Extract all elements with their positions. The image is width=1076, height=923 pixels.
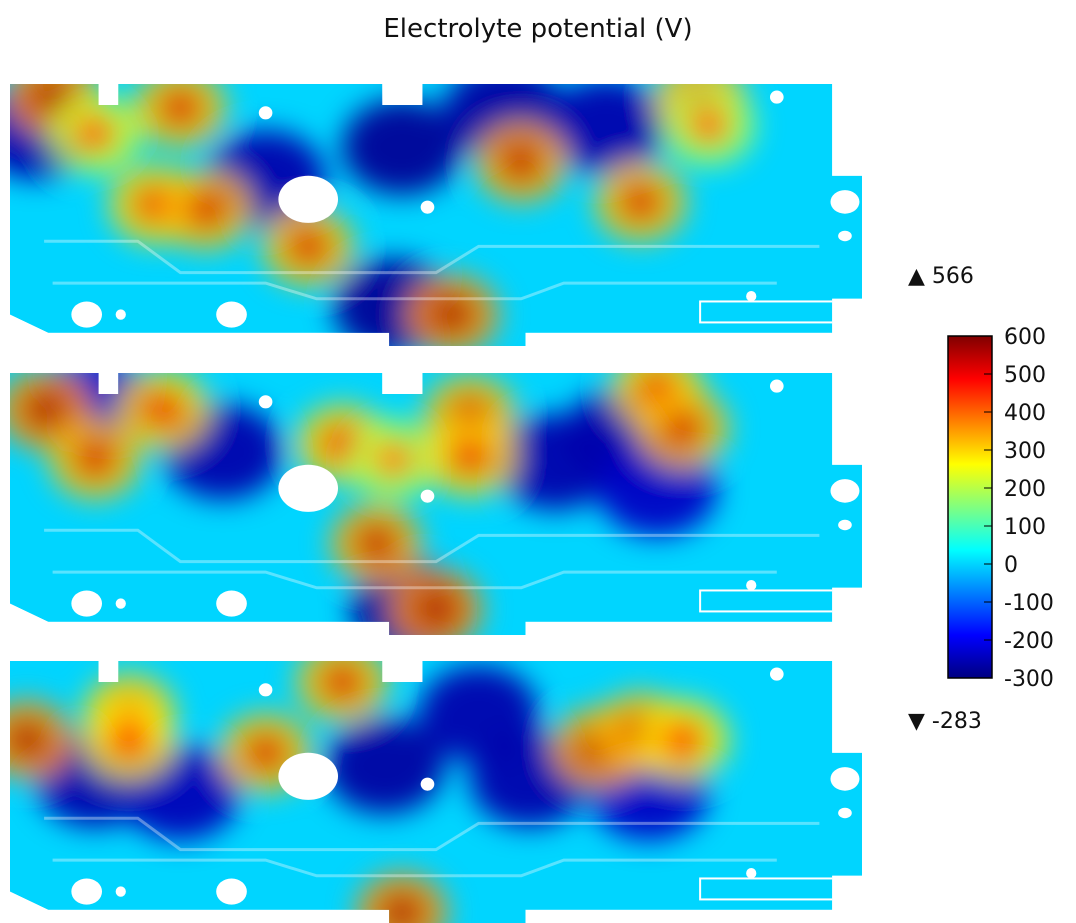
- hotspot-1: [32, 84, 73, 113]
- plate-hole-4: [830, 190, 860, 214]
- plate-hole-9: [746, 290, 757, 302]
- plate-hole-7: [838, 807, 852, 819]
- plate-hole-7: [838, 230, 852, 242]
- hotspot-7: [450, 438, 491, 475]
- plate-hole-6: [420, 489, 435, 503]
- plate-hole-6: [420, 200, 435, 214]
- colorbar: 600 500 400 300 200 100 0 -100 -200 -300 ▲ 566 ▼ -2…: [908, 264, 1054, 734]
- hotspot-9: [620, 183, 661, 220]
- plate-hole-4: [830, 479, 860, 503]
- plate-trace-2: [52, 281, 777, 301]
- hotspot-2: [160, 89, 201, 126]
- plate-hole-3: [216, 878, 247, 905]
- hotspot-2: [75, 441, 116, 478]
- plate-hole-1: [278, 752, 339, 800]
- heatmap-panel-1: [10, 84, 862, 346]
- colorbar-tick-label: -100: [1004, 591, 1054, 616]
- hotspot-4: [245, 734, 286, 771]
- chart-title: Electrolyte potential (V): [383, 14, 693, 44]
- plate-trace-2: [52, 570, 777, 590]
- coldspot-3: [546, 84, 667, 174]
- hotspot-5: [373, 441, 414, 478]
- plate-hole-2: [71, 590, 103, 617]
- colorbar-tick-label: 300: [1004, 439, 1046, 464]
- plate-hole-5: [258, 683, 273, 697]
- heatmap-panel-3: [10, 661, 862, 923]
- hotspot-3: [109, 721, 150, 758]
- plate-trace-1: [44, 528, 820, 564]
- plate-hole-9: [746, 867, 757, 879]
- plate-hole-10: [769, 667, 784, 681]
- plate-hole-9: [746, 579, 757, 591]
- min-value-label: ▼ -283: [908, 709, 982, 734]
- hotspot-9: [416, 590, 456, 627]
- colorbar-tick-label: 0: [1004, 553, 1018, 578]
- colorbar-tick-label: 100: [1004, 515, 1046, 540]
- plate-hole-8: [115, 886, 126, 897]
- hotspot-6: [75, 115, 116, 152]
- colorbar-tick-label: 400: [1004, 401, 1046, 426]
- plate-hole-5: [258, 395, 273, 409]
- plate-hole-8: [115, 309, 126, 320]
- hotspot-1: [24, 391, 65, 428]
- heatmap-panels: [10, 84, 862, 923]
- plate-hole-5: [258, 106, 273, 120]
- hotspot-8: [356, 525, 397, 562]
- plate-hole-10: [769, 90, 784, 104]
- plate-trace-1: [44, 239, 820, 275]
- plate-hole-8: [115, 598, 126, 609]
- hotspot-4: [185, 191, 226, 228]
- coldspot-1: [341, 98, 462, 195]
- plate-hole-3: [216, 590, 247, 617]
- hotspot-9: [663, 721, 704, 758]
- hotspot-6: [381, 894, 422, 923]
- plate-hole-7: [838, 519, 852, 531]
- colorbar-tick-label: -200: [1004, 629, 1054, 654]
- colorbar-tick-label: -300: [1004, 667, 1054, 692]
- max-value-label: ▲ 566: [908, 264, 974, 289]
- hotspot-3: [143, 391, 184, 428]
- plate-trace-2: [52, 858, 777, 878]
- hotspot-5: [288, 228, 329, 265]
- hotspot-1: [10, 721, 48, 758]
- hotspot-11: [688, 107, 729, 144]
- hotspot-7: [433, 296, 474, 333]
- heatmap-panel-2: [10, 373, 862, 635]
- plate-hole-1: [278, 175, 339, 223]
- colorbar-tick-label: 200: [1004, 477, 1046, 502]
- hotspot-5: [322, 663, 363, 700]
- colorbar-gradient: [947, 335, 993, 679]
- colorbar-tick-label: 500: [1004, 363, 1046, 388]
- plate-hole-3: [216, 301, 247, 328]
- hotspot-11: [663, 410, 704, 447]
- coldspot-2: [324, 717, 445, 814]
- plate-hole-2: [71, 301, 103, 328]
- plate-hole-2: [71, 878, 103, 905]
- plate-hole-1: [278, 464, 339, 512]
- colorbar-tick-label: 600: [1004, 325, 1046, 350]
- plate-hole-6: [420, 777, 435, 791]
- plate-trace-1: [44, 816, 820, 852]
- plate-hole-4: [830, 767, 860, 791]
- hotspot-8: [501, 144, 542, 181]
- plate-hole-10: [769, 379, 784, 393]
